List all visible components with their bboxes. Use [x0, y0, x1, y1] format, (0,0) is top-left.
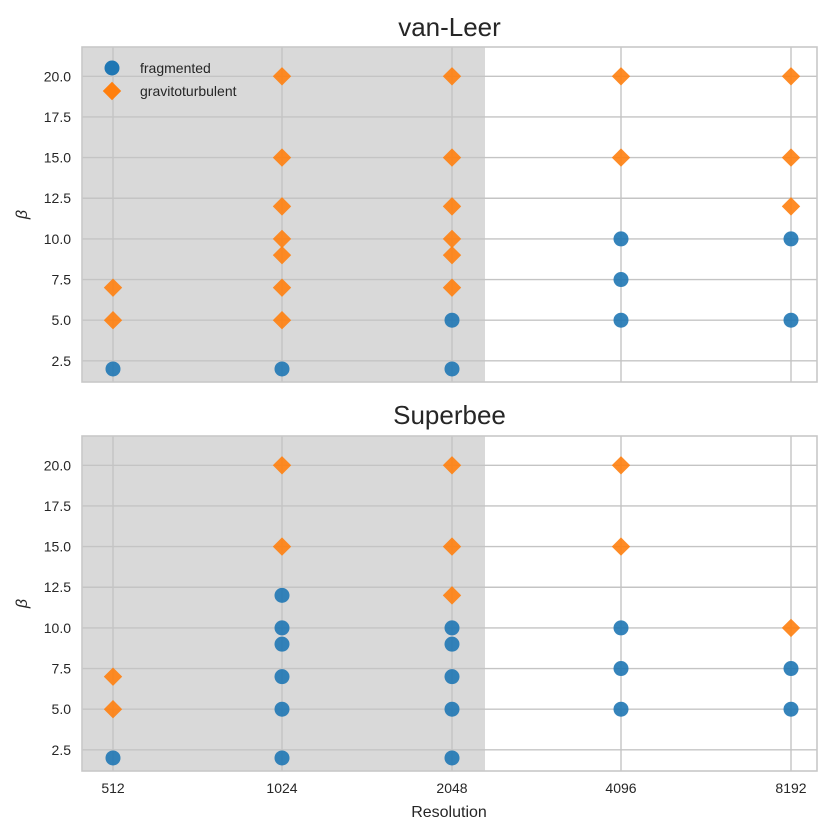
- point-fragmented: [444, 312, 460, 328]
- y-tick-label: 7.5: [52, 661, 72, 677]
- y-axis-label: β: [14, 210, 31, 220]
- shaded-region: [82, 436, 485, 771]
- point-gravitoturbulent: [442, 197, 462, 216]
- point-gravitoturbulent: [442, 148, 462, 167]
- legend: fragmented gravitoturbulent: [102, 60, 237, 101]
- point-gravitoturbulent: [103, 311, 123, 330]
- y-tick-label: 10.0: [44, 231, 71, 247]
- point-gravitoturbulent: [272, 67, 292, 86]
- legend-label: fragmented: [140, 60, 211, 76]
- point-gravitoturbulent: [272, 229, 292, 249]
- point-gravitoturbulent: [272, 311, 292, 330]
- point-fragmented: [274, 669, 290, 685]
- point-gravitoturbulent: [442, 537, 462, 556]
- y-tick-label: 15.0: [44, 150, 71, 166]
- point-fragmented: [613, 661, 629, 677]
- y-tick-label: 2.5: [52, 353, 72, 369]
- point-fragmented: [274, 587, 290, 603]
- point-gravitoturbulent: [272, 197, 292, 216]
- point-gravitoturbulent: [781, 148, 801, 167]
- plot-frame: [81, 435, 818, 772]
- point-fragmented: [444, 636, 460, 652]
- y-tick-label: 17.5: [44, 109, 71, 125]
- point-fragmented: [444, 701, 460, 717]
- point-fragmented: [274, 750, 290, 766]
- panel-van-leer: 2.5 5.0 7.5 10.0 12.5 15.0 17.5 20.0 van-Leer β fr…: [14, 12, 818, 383]
- x-tick-label: 512: [101, 780, 125, 796]
- y-tick-label: 5.0: [52, 701, 72, 717]
- point-gravitoturbulent: [103, 700, 123, 719]
- point-gravitoturbulent: [781, 67, 801, 86]
- y-tick-label: 20.0: [44, 68, 71, 84]
- point-gravitoturbulent: [611, 148, 631, 167]
- point-gravitoturbulent: [272, 537, 292, 556]
- point-fragmented: [105, 750, 121, 766]
- x-axis-label: Resolution: [411, 804, 487, 821]
- point-gravitoturbulent: [272, 456, 292, 475]
- point-fragmented: [613, 272, 629, 288]
- point-fragmented: [105, 361, 121, 377]
- point-gravitoturbulent: [103, 278, 123, 297]
- x-tick-label: 4096: [605, 780, 636, 796]
- point-gravitoturbulent: [611, 537, 631, 556]
- point-gravitoturbulent: [611, 456, 631, 475]
- y-tick-label: 20.0: [44, 457, 71, 473]
- point-fragmented: [274, 361, 290, 377]
- y-tick-label: 12.5: [44, 579, 71, 595]
- x-tick-label: 8192: [775, 780, 806, 796]
- point-fragmented: [444, 669, 460, 685]
- point-fragmented: [274, 636, 290, 652]
- legend-marker-gravitoturbulent: [102, 81, 122, 101]
- point-fragmented: [613, 231, 629, 247]
- point-gravitoturbulent: [442, 586, 462, 605]
- point-fragmented: [783, 231, 799, 247]
- point-gravitoturbulent: [272, 245, 292, 265]
- y-tick-label: 12.5: [44, 190, 71, 206]
- point-gravitoturbulent: [103, 667, 123, 686]
- point-fragmented: [783, 312, 799, 328]
- panel-superbee: 2.5 5.0 7.5 10.0 12.5 15.0 17.5 20.0 Superbee β 51…: [14, 400, 818, 821]
- x-tick-label: 2048: [436, 780, 467, 796]
- y-tick-label: 2.5: [52, 742, 72, 758]
- point-fragmented: [613, 701, 629, 717]
- y-tick-label: 17.5: [44, 498, 71, 514]
- point-gravitoturbulent: [442, 456, 462, 475]
- point-gravitoturbulent: [272, 278, 292, 297]
- point-fragmented: [274, 701, 290, 717]
- legend-label: gravitoturbulent: [140, 83, 237, 99]
- legend-marker-fragmented: [104, 60, 120, 76]
- point-gravitoturbulent: [442, 278, 462, 297]
- y-tick-label: 15.0: [44, 539, 71, 555]
- point-fragmented: [783, 701, 799, 717]
- y-tick-label: 10.0: [44, 620, 71, 636]
- point-fragmented: [444, 361, 460, 377]
- point-fragmented: [613, 620, 629, 636]
- point-gravitoturbulent: [442, 229, 462, 249]
- chart-title: van-Leer: [398, 12, 501, 42]
- chart-title: Superbee: [393, 400, 506, 430]
- point-gravitoturbulent: [272, 148, 292, 167]
- point-fragmented: [613, 312, 629, 328]
- point-fragmented: [274, 620, 290, 636]
- point-fragmented: [783, 661, 799, 677]
- point-gravitoturbulent: [781, 197, 801, 216]
- plot-frame: [81, 46, 818, 383]
- point-fragmented: [444, 620, 460, 636]
- x-tick-label: 1024: [266, 780, 297, 796]
- point-fragmented: [444, 750, 460, 766]
- y-tick-label: 7.5: [52, 272, 72, 288]
- y-axis-label: β: [14, 599, 31, 609]
- point-gravitoturbulent: [781, 618, 801, 638]
- y-tick-label: 5.0: [52, 312, 72, 328]
- point-gravitoturbulent: [442, 67, 462, 86]
- point-gravitoturbulent: [611, 67, 631, 86]
- point-gravitoturbulent: [442, 245, 462, 265]
